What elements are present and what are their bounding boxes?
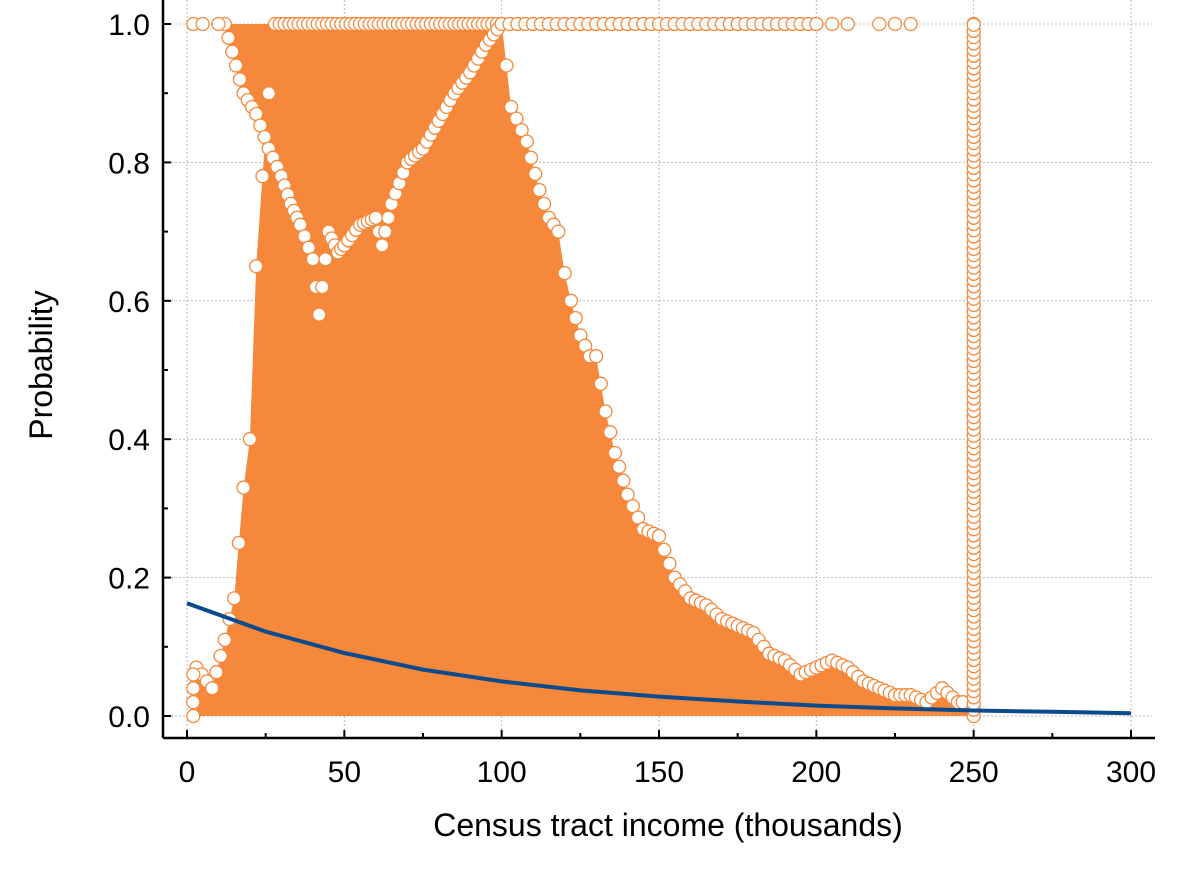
x-tick-labels: 0 50 100 150 200 250 300 (179, 756, 1156, 789)
scatter-point (872, 16, 887, 32)
scatter-point (966, 17, 981, 32)
scatter-point (225, 44, 240, 59)
scatter-point (809, 16, 824, 32)
scatter-point (318, 252, 333, 267)
scatter-point (186, 708, 201, 724)
x-axis-title: Census tract income (thousands) (433, 807, 903, 843)
x-tick-label: 250 (949, 756, 999, 789)
scatter-point (186, 695, 201, 710)
scatter-point (509, 111, 524, 126)
scatter-point (232, 72, 248, 87)
x-tick-label: 100 (477, 756, 527, 789)
y-tick-label: 0.6 (108, 286, 150, 319)
scatter-point (519, 134, 534, 149)
x-tick-label: 50 (328, 756, 361, 789)
scatter-point (536, 196, 552, 212)
scatter-fill-layer (196, 24, 968, 716)
scatter-point (588, 349, 604, 364)
x-tick-label: 0 (179, 756, 196, 789)
scatter-point (532, 182, 547, 198)
scatter-point (231, 535, 247, 551)
axes-layer (161, 0, 1155, 740)
scatter-point (528, 166, 543, 182)
x-tick-label: 200 (791, 756, 841, 789)
scatter-point (551, 224, 566, 239)
scatter-point (205, 681, 220, 696)
y-tick-label: 0.2 (108, 563, 150, 596)
scatter-point (305, 252, 321, 267)
scatter-point (242, 432, 258, 447)
scatter-point (249, 259, 264, 274)
scatter-point (620, 487, 635, 502)
y-tick-labels: 0.0 0.2 0.4 0.6 0.8 1.0 (108, 9, 150, 734)
scatter-point (824, 16, 840, 32)
scatter-point (211, 16, 226, 32)
x-tick-label: 150 (634, 756, 684, 789)
scatter-point (625, 498, 640, 514)
scatter-point (593, 376, 608, 391)
scatter-point (186, 681, 201, 696)
scatter-point (374, 238, 390, 253)
scatter-point (236, 480, 251, 495)
scatter-point (261, 86, 276, 101)
scatter-point (651, 528, 667, 544)
scatter-point (217, 632, 232, 648)
scatter-point (378, 224, 393, 239)
scatter-point (227, 591, 242, 606)
scatter-point (657, 542, 672, 558)
scatter-point (213, 648, 228, 664)
scatter-point (598, 404, 613, 419)
y-tick-label: 0.8 (108, 147, 150, 180)
scatter-point (228, 58, 244, 73)
scatter-point (221, 30, 236, 45)
scatter-point (563, 293, 579, 308)
y-tick-label: 0.0 (108, 701, 150, 734)
scatter-point (568, 310, 583, 326)
scatter-point (195, 16, 210, 32)
scatter-point (840, 16, 855, 32)
scatter-point (662, 556, 677, 571)
scatter-point (616, 473, 631, 488)
scatter-point (503, 99, 519, 115)
scatter-point (603, 425, 618, 440)
scatter-point (255, 169, 270, 184)
scatter-point (312, 307, 327, 322)
scatter-point (209, 665, 224, 680)
scatter-point (186, 667, 201, 682)
scatter-point (315, 279, 330, 295)
scatter-upper-cluster (224, 24, 502, 315)
scatter-point (499, 58, 514, 73)
scatter-point (368, 210, 383, 225)
fitted-line-layer (186, 601, 1132, 716)
scatter-points-layer (186, 16, 981, 724)
scatter-point (381, 210, 396, 225)
scatter-point (611, 459, 627, 475)
x-tick-label: 300 (1106, 756, 1156, 789)
y-tick-label: 0.4 (108, 424, 150, 457)
scatter-point (903, 16, 918, 32)
scatter-point (630, 510, 646, 525)
y-axis-title: Probability (23, 290, 59, 439)
y-tick-label: 1.0 (108, 9, 150, 42)
fitted-probability-curve (186, 601, 1132, 716)
scatter-point (557, 265, 572, 281)
scatter-point (523, 150, 539, 165)
scatter-point (607, 445, 623, 461)
scatter-point (514, 122, 529, 138)
scatter-point (887, 16, 903, 32)
